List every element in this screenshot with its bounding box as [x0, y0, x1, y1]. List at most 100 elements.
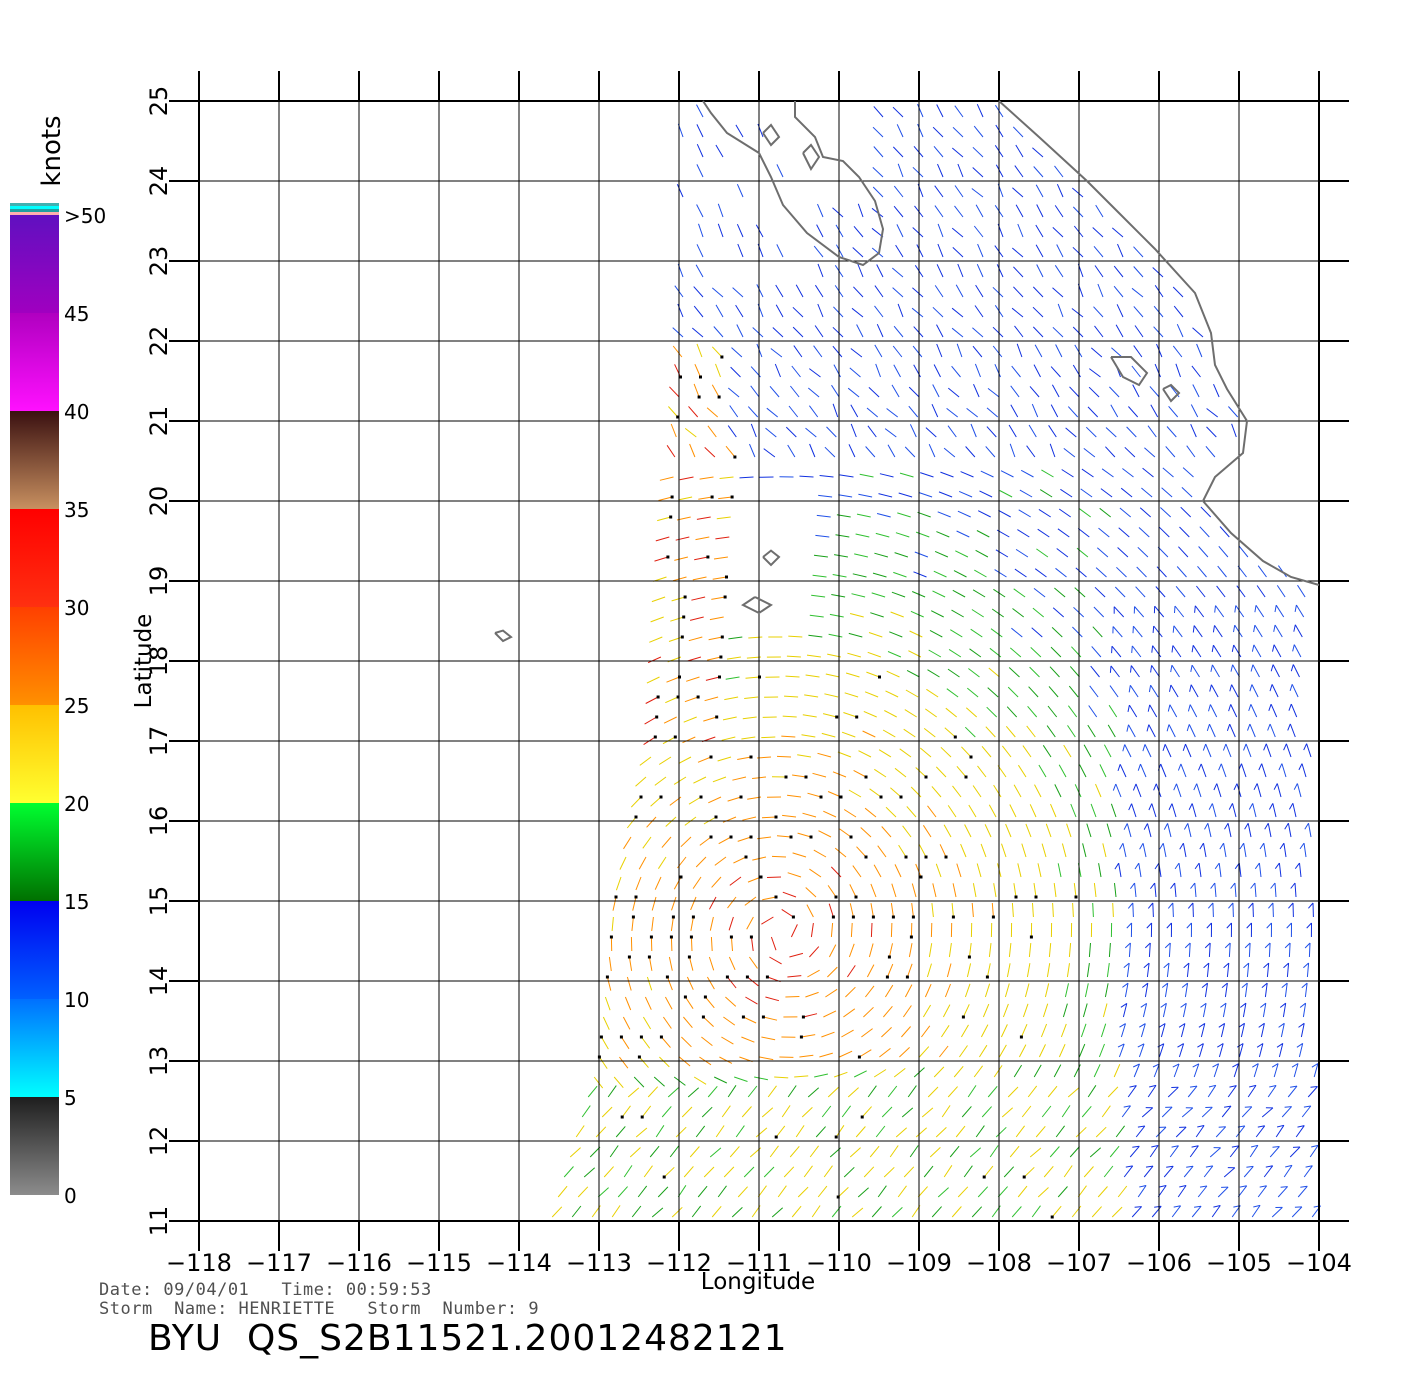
- wind-vector: [746, 916, 754, 930]
- lon-tick-label: −115: [406, 1249, 472, 1277]
- wind-vector: [721, 1105, 731, 1118]
- wind-vector: [1093, 306, 1104, 318]
- wind-vector: [1181, 1107, 1194, 1118]
- colorbar-band: [10, 215, 59, 313]
- wind-vector-barb: [1311, 1144, 1319, 1148]
- rain-flag: [791, 915, 795, 919]
- wind-vector: [991, 608, 1004, 618]
- wind-vector-barb: [1162, 744, 1166, 752]
- wind-vector: [697, 1185, 708, 1198]
- wind-vector: [728, 956, 736, 971]
- wind-vector-barb: [1131, 645, 1133, 653]
- wind-vector: [915, 863, 922, 878]
- wind-vector: [822, 713, 837, 718]
- wind-vector: [1022, 745, 1032, 758]
- wind-vector: [977, 765, 987, 778]
- wind-vector: [689, 1146, 700, 1158]
- wind-vector: [705, 676, 720, 681]
- wind-vector-barb: [1303, 1105, 1311, 1108]
- wind-vector: [665, 696, 679, 704]
- wind-vector-barb: [1278, 763, 1283, 771]
- wind-vector: [619, 1056, 629, 1069]
- wind-vector-barb: [1192, 625, 1195, 633]
- rain-flag: [864, 855, 868, 859]
- wind-vector: [1291, 684, 1299, 698]
- wind-vector: [770, 348, 783, 358]
- wind-vector-barb: [1270, 664, 1274, 672]
- rain-flag: [885, 975, 889, 979]
- wind-vector: [715, 144, 724, 158]
- wind-vector: [659, 476, 674, 481]
- wind-vector-barb: [1248, 704, 1252, 712]
- wind-vector-barb: [1169, 684, 1172, 692]
- wind-vector: [846, 965, 856, 978]
- wind-vector: [1132, 902, 1134, 918]
- wind-vector: [881, 826, 892, 838]
- wind-vector: [717, 1185, 727, 1198]
- wind-vector: [1146, 963, 1150, 978]
- wind-vector: [1024, 983, 1030, 998]
- wind-vector: [893, 571, 907, 578]
- wind-vector: [1049, 1146, 1060, 1158]
- wind-vector: [1052, 287, 1064, 298]
- wind-vector: [892, 146, 904, 158]
- wind-vector: [1303, 843, 1307, 858]
- rain-flag: [878, 675, 881, 679]
- wind-vector: [833, 306, 844, 318]
- wind-vector: [936, 531, 950, 538]
- wind-vector: [1018, 509, 1031, 518]
- wind-vector: [792, 306, 804, 318]
- wind-vector: [792, 852, 807, 858]
- wind-vector-barb: [1174, 862, 1180, 870]
- wind-vector: [725, 676, 740, 680]
- wind-vector-barb: [1246, 922, 1252, 929]
- wind-vector: [1008, 424, 1017, 438]
- wind-vector: [639, 1056, 649, 1068]
- wind-vector-barb: [1161, 982, 1169, 988]
- wind-vector-barb: [1171, 645, 1174, 653]
- wind-vector: [839, 1050, 853, 1058]
- wind-vector: [1150, 684, 1159, 698]
- wind-vector: [631, 916, 634, 931]
- island-outline: [762, 123, 781, 147]
- wind-vector: [1252, 902, 1254, 918]
- rain-flag: [849, 835, 853, 839]
- coastlines: [494, 100, 1320, 643]
- wind-vector: [635, 1127, 648, 1138]
- wind-vector: [1032, 902, 1034, 918]
- wind-vector-barb: [1249, 1084, 1257, 1088]
- wind-vector: [1161, 1106, 1173, 1118]
- wind-vector: [1048, 943, 1052, 958]
- wind-vector-barb: [1298, 1022, 1305, 1028]
- wind-vector: [782, 814, 797, 818]
- wind-vector: [977, 510, 991, 518]
- wind-vector: [1093, 245, 1104, 258]
- mainland-coastline: [998, 100, 1320, 586]
- wind-vector: [1103, 744, 1112, 758]
- wind-vector: [673, 876, 682, 890]
- storm-info-line: Storm Name: HENRIETTE Storm Number: 9: [99, 1299, 540, 1319]
- wind-vector-barb: [1186, 1165, 1194, 1168]
- wind-vector: [658, 756, 672, 765]
- wind-vector-barb: [1299, 842, 1305, 850]
- wind-vector: [1160, 507, 1172, 518]
- wind-vector-barb: [1179, 842, 1184, 850]
- wind-vector: [1213, 1063, 1220, 1078]
- wind-vector: [993, 1065, 1003, 1078]
- wind-vector: [951, 327, 964, 338]
- wind-vector: [874, 768, 887, 778]
- wind-vector: [995, 1126, 1007, 1138]
- wind-vector: [1046, 963, 1051, 978]
- wind-vector: [729, 405, 739, 418]
- wind-vector: [794, 1075, 809, 1078]
- wind-vector: [1057, 863, 1062, 878]
- wind-vector: [1292, 803, 1297, 818]
- wind-vector: [1071, 308, 1084, 318]
- lat-tick-label: 11: [145, 1206, 173, 1237]
- wind-vector: [1132, 384, 1140, 398]
- wind-vector: [658, 496, 673, 501]
- wind-vector: [1037, 1187, 1049, 1198]
- wind-vector: [882, 729, 896, 738]
- wind-vector-barb: [1148, 803, 1153, 811]
- rain-flag: [909, 935, 913, 939]
